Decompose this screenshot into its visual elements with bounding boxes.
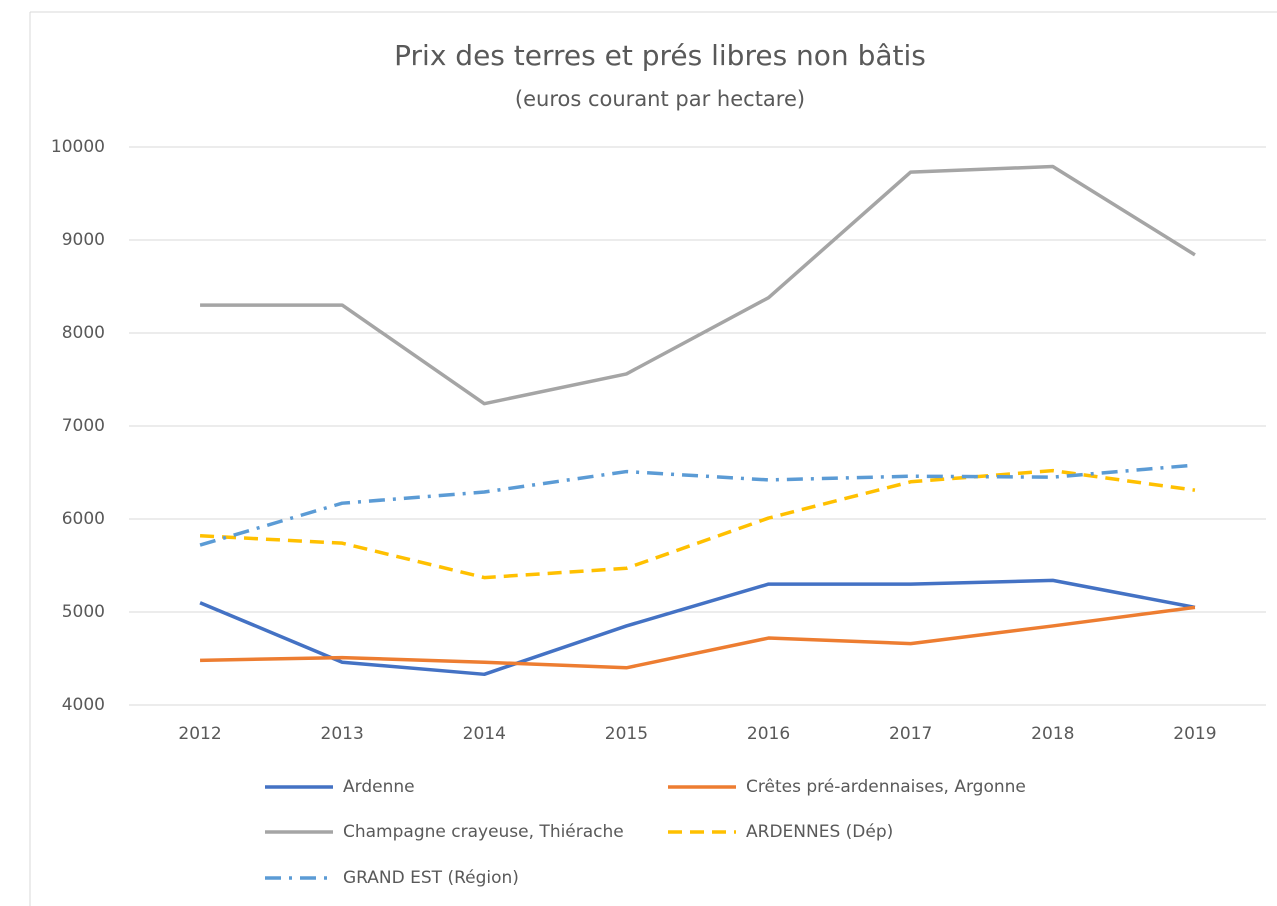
chart-title: Prix des terres et prés libres non bâtis — [394, 39, 926, 72]
x-tick-label: 2019 — [1173, 724, 1216, 744]
y-tick-label: 7000 — [62, 416, 105, 436]
chart-subtitle: (euros courant par hectare) — [515, 87, 805, 111]
legend-label: Champagne crayeuse, Thiérache — [343, 822, 624, 842]
y-tick-label: 10000 — [51, 137, 105, 157]
legend-label: ARDENNES (Dép) — [746, 822, 893, 842]
y-tick-label: 6000 — [62, 509, 105, 529]
series-line — [199, 468, 1196, 580]
legend-label: Ardenne — [343, 777, 415, 797]
x-tick-label: 2014 — [463, 724, 506, 744]
series-line — [199, 463, 1196, 547]
series-line — [200, 164, 1196, 406]
series-line — [200, 605, 1196, 670]
x-tick-label: 2013 — [321, 724, 364, 744]
y-tick-label: 9000 — [62, 230, 105, 250]
x-tick-label: 2016 — [747, 724, 790, 744]
y-tick-label: 5000 — [62, 602, 105, 622]
x-tick-label: 2015 — [605, 724, 648, 744]
legend-label: Crêtes pré-ardennaises, Argonne — [746, 777, 1026, 797]
y-tick-label: 8000 — [62, 323, 105, 343]
x-tick-label: 2018 — [1031, 724, 1074, 744]
y-tick-label: 4000 — [62, 695, 105, 715]
series-line — [199, 578, 1196, 677]
legend-label: GRAND EST (Région) — [343, 868, 519, 888]
x-tick-label: 2012 — [178, 724, 221, 744]
x-tick-label: 2017 — [889, 724, 932, 744]
